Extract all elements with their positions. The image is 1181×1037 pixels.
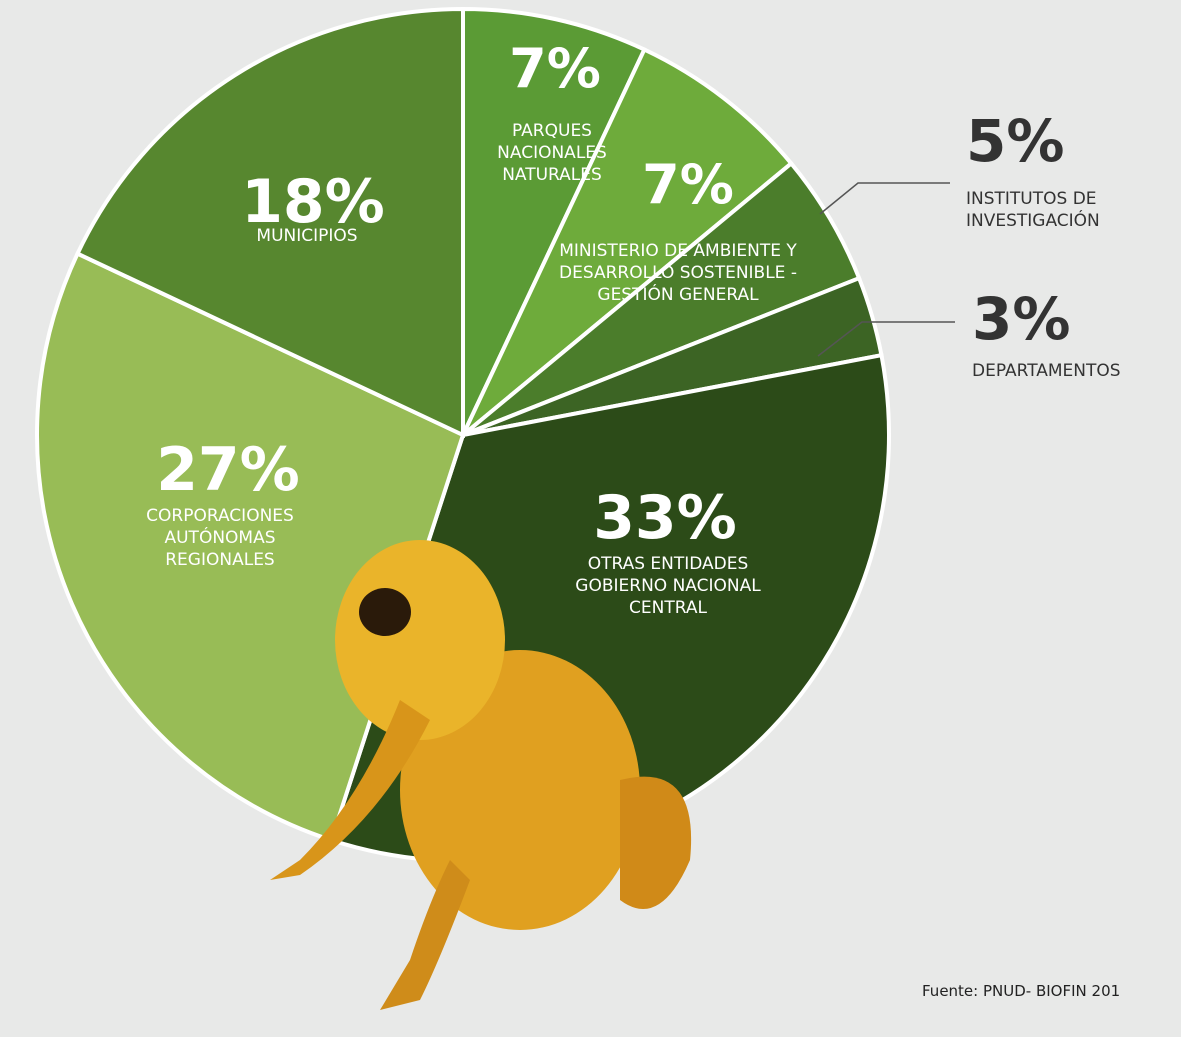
category-label: CORPORACIONES AUTÓNOMAS REGIONALES — [146, 506, 294, 570]
frog-illustration — [270, 540, 692, 1010]
category-label: MUNICIPIOS — [256, 226, 358, 246]
category-label: PARQUES NACIONALES NATURALES — [497, 121, 607, 185]
value-label: 7% — [642, 153, 734, 216]
leader-line — [819, 182, 950, 215]
leader-line — [817, 321, 955, 357]
pie-slice — [461, 6, 648, 436]
value-label: 5% — [966, 107, 1065, 175]
pie-slice — [74, 6, 465, 439]
value-label: 33% — [593, 483, 737, 553]
value-label: 7% — [509, 37, 601, 100]
category-label: DEPARTAMENTOS — [972, 361, 1121, 381]
category-label: OTRAS ENTIDADES GOBIERNO NACIONAL CENTRA… — [575, 554, 761, 618]
source-note: Fuente: PNUD- BIOFIN 201 — [922, 982, 1121, 1000]
pie-slice — [461, 46, 795, 437]
category-label: INSTITUTOS DE INVESTIGACIÓN — [966, 189, 1100, 231]
value-label: 18% — [241, 167, 385, 237]
category-label: MINISTERIO DE AMBIENTE Y DESARROLLO SOST… — [559, 241, 797, 305]
value-label: 27% — [156, 435, 300, 505]
value-label: 3% — [972, 285, 1071, 353]
